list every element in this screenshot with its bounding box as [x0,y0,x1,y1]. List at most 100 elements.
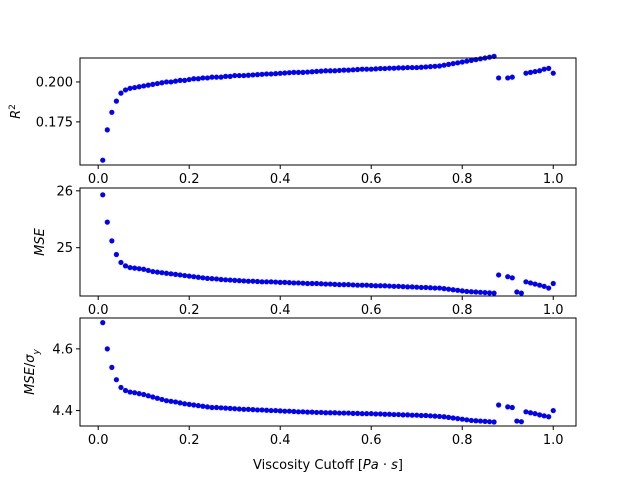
mse-data-point [482,289,488,296]
msesig-data-point [191,402,197,408]
msesig-data-point [186,401,192,407]
msesig-data-point [241,406,247,412]
r2-data-point [291,69,297,75]
mse-data-point [541,283,547,289]
mse-data-point [182,272,188,279]
r2-data-point [464,58,470,64]
mse-data-point [204,275,211,281]
r2-points [100,53,556,163]
mse-data-point [295,280,302,286]
mse-data-point [523,279,529,285]
r2-y-tick-label: 0.175 [36,115,73,130]
r2-data-point [154,80,160,87]
mse-data-point [546,285,552,291]
mse-data-point [450,287,456,293]
mse-data-point [391,283,397,289]
msesig-data-point [204,404,211,410]
r2-data-point [250,72,256,78]
r2-data-point [377,65,383,72]
msesig-data-point [218,405,224,411]
msesig-data-point [309,409,315,415]
r2-data-point [109,109,115,115]
mse-data-point [368,282,374,289]
r2-data-point [245,72,251,78]
r2-data-point [186,76,192,83]
mse-ylabel: MSE [33,227,48,255]
mse-data-point [405,284,411,290]
msesig-data-point [168,398,174,404]
r2-data-point [118,90,124,96]
msesig-data-point [359,411,365,417]
msesig-data-point [332,410,338,416]
mse-data-point [300,280,306,286]
mse-data-point [172,271,179,277]
r2-data-point [359,66,365,72]
msesig-data-point [141,391,147,398]
r2-data-point [323,68,329,74]
mse-data-point [191,274,197,280]
msesig-data-point [300,409,306,415]
r2-data-point [241,72,247,79]
msesig-data-point [136,391,142,397]
msesig-data-point [523,409,529,415]
subplot-mse-sigma: 0.0 0.2 0.4 0.6 0.8 1.0 4.4 4.6 MSE/σy [23,317,577,448]
msesig-data-point [277,408,283,414]
mse-data-point [132,265,138,271]
msesig-data-point [423,412,429,419]
msesig-data-point [505,404,511,410]
r2-data-point [400,65,406,71]
msesig-data-point [541,413,547,419]
mse-data-point [345,282,352,288]
msesig-data-point [172,399,179,405]
mse-data-point [136,266,142,272]
mse-y-tick-label: 25 [56,241,73,256]
r2-data-point [391,65,397,71]
r2-data-point [159,80,165,86]
mse-data-point [354,282,361,288]
msesig-data-point [496,402,502,408]
msesig-data-point [304,409,311,415]
r2-x-tick-label: 0.2 [179,172,200,187]
mse-data-point [491,290,497,296]
r2-data-point [223,73,229,79]
r2-data-point [336,67,342,74]
r2-ylabel: R2 [8,104,24,119]
mse-data-point [145,267,151,274]
r2-data-point [496,75,502,81]
mse-data-point [455,287,461,293]
mse-x-tick-label: 1.0 [543,303,564,318]
r2-x-tick-label: 0.8 [452,172,473,187]
mse-data-point [473,289,479,295]
mse-data-point [177,272,183,278]
r2-data-point [382,65,388,72]
mse-data-point [359,282,365,288]
msesig-data-point [432,413,438,419]
r2-data-point [523,70,529,76]
r2-data-point [445,61,452,67]
r2-data-point [227,73,233,79]
msesig-data-point [336,410,342,416]
msesig-data-point [377,411,383,417]
msesig-data-point [104,346,110,352]
msesig-data-point [364,411,370,417]
msesig-data-point [391,411,397,418]
msesig-data-point [386,411,393,417]
r2-data-point [354,66,361,73]
r2-data-point [232,72,238,79]
r2-data-point [546,65,552,71]
r2-data-point [309,69,315,75]
r2-data-point [468,57,474,64]
msesig-x-tick-label: 0.0 [88,433,109,448]
r2-data-point [364,66,370,72]
msesig-data-point [445,414,452,420]
r2-data-point [450,60,456,67]
mse-data-point [527,280,534,286]
msesig-data-point [223,405,229,411]
mse-data-point [227,277,233,283]
r2-data-point [436,63,443,69]
r2-data-point [177,77,183,83]
r2-data-point [273,71,279,77]
msesig-data-point [154,395,160,401]
mse-data-point [496,272,502,278]
msesig-data-point [323,410,329,416]
